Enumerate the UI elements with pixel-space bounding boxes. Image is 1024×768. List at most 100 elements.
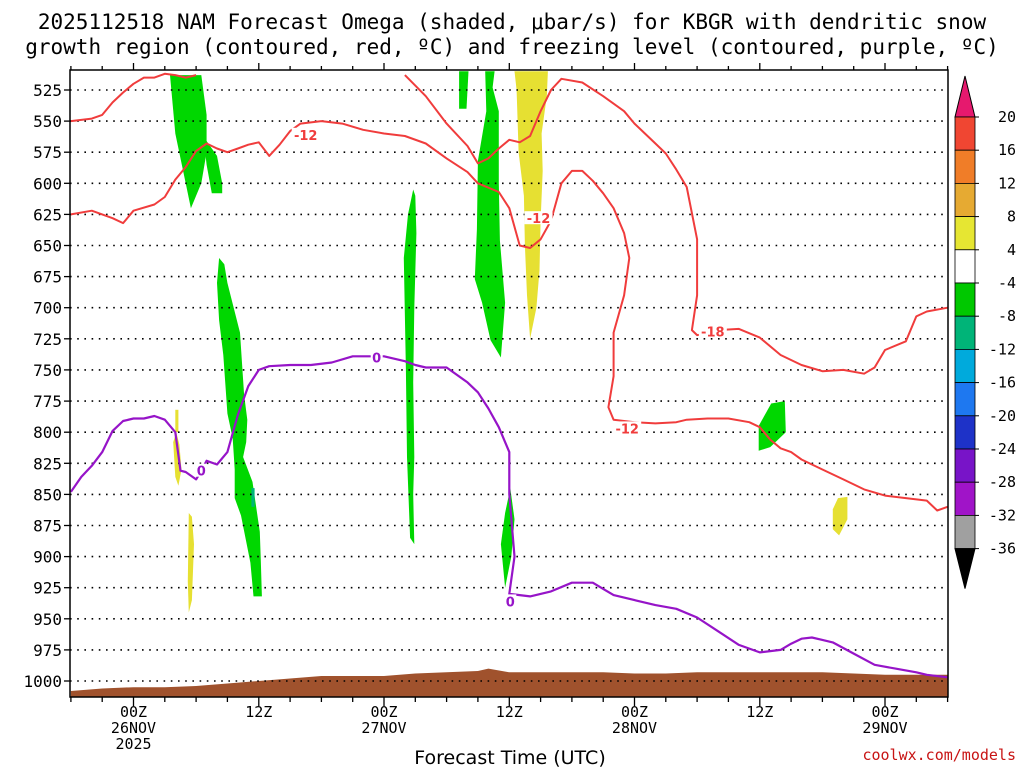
omega-region-neg-6 — [403, 189, 417, 545]
colorbar-label-8: -16 — [989, 374, 1016, 392]
x-tick-label-0-line2: 26NOV — [111, 719, 156, 737]
x-tick-label-12-line1: 12Z — [245, 703, 272, 721]
colorbar-swatch-12 — [954, 481, 976, 516]
colorbar-swatch-8 — [954, 348, 976, 383]
omega-region-pos-13 — [832, 496, 848, 536]
colorbar-swatch-5 — [954, 249, 976, 284]
colorbar-swatch-9 — [954, 382, 976, 417]
colorbar-top-arrow — [954, 75, 976, 118]
y-tick-label-975: 975 — [33, 641, 62, 660]
colorbar-label-5: -4 — [998, 274, 1016, 292]
omega-region-neg-8 — [758, 401, 786, 451]
label-zero-right: 0 — [506, 595, 515, 610]
colorbar-label-12: -32 — [989, 506, 1016, 524]
x-tick-label-72-line2: 29NOV — [862, 719, 907, 737]
x-tick-label-0-line1: 00Z — [120, 703, 147, 721]
contours — [70, 72, 948, 679]
omega-region-pos-9 — [514, 71, 548, 339]
credit-text: coolwx.com/models — [862, 746, 1016, 764]
colorbar: 20 16 12 8 4 -4 -8 -12 -16 -20 -24 -28 -32 -36 — [954, 75, 1016, 589]
omega-region-neg-4 — [459, 71, 469, 109]
y-tick-label-875: 875 — [33, 517, 62, 536]
dgz-contour-upper — [70, 72, 197, 123]
colorbar-swatch-2 — [954, 149, 976, 184]
terrain-polygon — [70, 668, 948, 697]
label-minus18-bg — [698, 324, 727, 338]
colorbar-swatch-7 — [954, 315, 976, 350]
colorbar-swatch-6 — [954, 282, 976, 317]
y-tick-label-850: 850 — [33, 485, 62, 504]
y-tick-label-575: 575 — [33, 143, 62, 162]
y-axis: 525 550 575 600 625 650 675 700 725 750 775 800 825 8… — [23, 81, 70, 691]
colorbar-label-11: -28 — [989, 473, 1016, 491]
colorbar-label-2: 12 — [998, 174, 1016, 192]
label-minus12-mid: -12 — [527, 212, 551, 227]
colorbar-label-13: -36 — [989, 540, 1016, 558]
y-tick-label-625: 625 — [33, 205, 62, 224]
y-tick-label-600: 600 — [33, 174, 62, 193]
label-zero-left: 0 — [197, 465, 206, 480]
y-tick-label-750: 750 — [33, 361, 62, 380]
y-tick-label-950: 950 — [33, 610, 62, 629]
label-zero-right-bg — [504, 594, 517, 608]
colorbar-swatch-11 — [954, 448, 976, 483]
omega-region-pos-10 — [173, 432, 182, 486]
chart-title-line2: growth region (contoured, red, ºC) and f… — [25, 35, 999, 59]
label-minus18: -18 — [701, 325, 725, 340]
label-minus12-lower: -12 — [615, 422, 639, 437]
omega-region-neg-1 — [201, 133, 223, 194]
y-tick-label-1000: 1000 — [23, 672, 62, 691]
x-tick-label-48-line1: 00Z — [621, 703, 648, 721]
colorbar-swatch-10 — [954, 415, 976, 450]
colorbar-label-3: 8 — [1007, 208, 1016, 226]
y-tick-label-650: 650 — [33, 237, 62, 256]
y-tick-label-900: 900 — [33, 548, 62, 567]
colorbar-label-4: 4 — [1007, 241, 1016, 259]
colorbar-swatch-4 — [954, 216, 976, 251]
label-minus12-lower-bg — [613, 421, 642, 435]
y-tick-label-925: 925 — [33, 579, 62, 598]
colorbar-bottom-arrow — [954, 548, 976, 589]
x-tick-label-60-line1: 12Z — [746, 703, 773, 721]
freezing-level-contour — [70, 355, 948, 679]
y-tick-label-725: 725 — [33, 330, 62, 349]
x-tick-label-24-line2: 27NOV — [361, 719, 406, 737]
terrain-fill — [70, 668, 948, 697]
colorbar-swatch-1 — [954, 116, 976, 151]
omega-region-neg-0 — [170, 75, 207, 209]
dgz-contour-right — [404, 74, 948, 375]
y-tick-label-675: 675 — [33, 268, 62, 287]
colorbar-swatch-13 — [954, 515, 976, 550]
label-zero-mid: 0 — [372, 352, 381, 367]
y-tick-label-525: 525 — [33, 81, 62, 100]
x-tick-label-72-line1: 00Z — [871, 703, 898, 721]
chart-title-line1: 2025112518 NAM Forecast Omega (shaded, μ… — [38, 10, 987, 34]
colorbar-label-7: -12 — [989, 340, 1016, 358]
x-tick-label-48-line2: 28NOV — [612, 719, 657, 737]
omega-region-neg-5 — [474, 71, 506, 358]
label-minus12-upper: -12 — [294, 129, 318, 144]
colorbar-label-0: 20 — [998, 108, 1016, 126]
omega-region-pos-12 — [175, 409, 179, 433]
y-tick-label-550: 550 — [33, 112, 62, 131]
x-tick-label-24-line1: 00Z — [370, 703, 397, 721]
label-zero-left-bg — [195, 463, 208, 477]
colorbar-label-6: -8 — [998, 307, 1016, 325]
omega-region-neg2-3 — [251, 488, 255, 507]
x-axis-label: Forecast Time (UTC) — [414, 747, 605, 768]
label-zero-mid-bg — [370, 350, 383, 364]
label-minus12-mid-bg — [524, 211, 553, 225]
x-tick-label-36-line1: 12Z — [496, 703, 523, 721]
contour-labels: -12 -12 -18 -12 0 0 0 — [195, 127, 727, 610]
omega-region-pos-11 — [187, 513, 194, 613]
x-tick-label-0-line3: 2025 — [115, 735, 151, 753]
y-tick-label-700: 700 — [33, 299, 62, 318]
y-tick-label-825: 825 — [33, 454, 62, 473]
colorbar-swatch-3 — [954, 182, 976, 217]
colorbar-label-1: 16 — [998, 141, 1016, 159]
y-tick-label-800: 800 — [33, 423, 62, 442]
dgz-contour-lower — [70, 120, 948, 512]
y-tick-label-775: 775 — [33, 392, 62, 411]
